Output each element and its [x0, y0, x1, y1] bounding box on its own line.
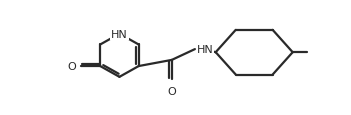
Text: O: O [68, 62, 76, 71]
Text: O: O [167, 86, 176, 96]
Text: HN: HN [111, 29, 128, 39]
Text: HN: HN [197, 45, 213, 55]
